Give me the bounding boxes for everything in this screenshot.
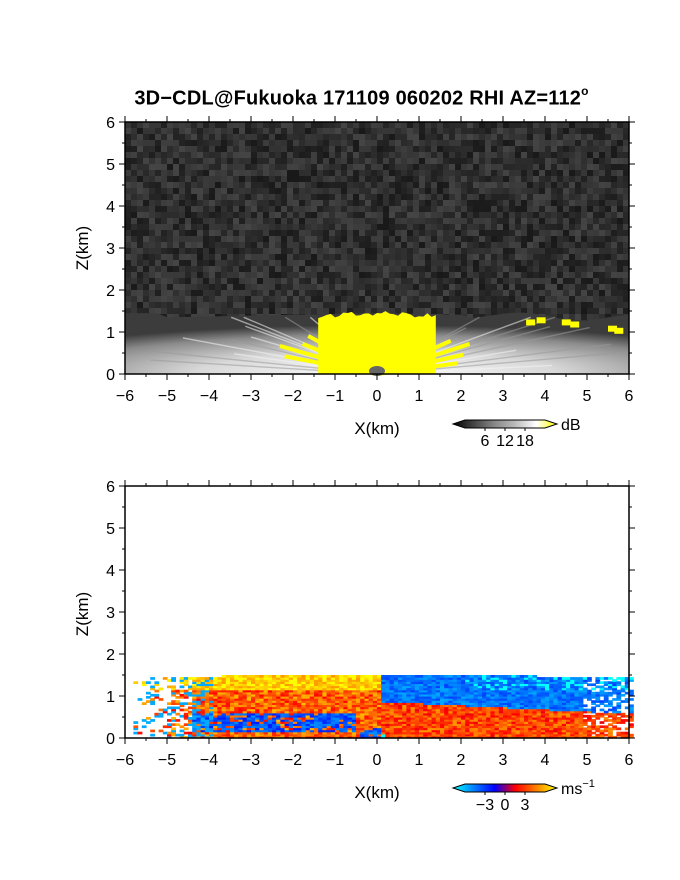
x-tick-label: 6: [625, 752, 634, 769]
x-tick-label: −2: [284, 752, 302, 769]
velocity-field: [133, 675, 634, 739]
y-tick-label: 4: [106, 563, 115, 580]
x-tick-label: −1: [326, 388, 344, 405]
y-tick-label: 5: [106, 157, 115, 174]
colorbar-unit: ms−1: [561, 778, 595, 798]
y-tick-label: 1: [106, 689, 115, 706]
chart-title: 3D−CDL@Fukuoka 171109 060202 RHI AZ=112o: [134, 84, 589, 110]
y-tick-label: 2: [106, 283, 115, 300]
velocity-ylabel: Z(km): [73, 592, 92, 636]
x-tick-label: 3: [499, 752, 508, 769]
colorbar-tick-label: 18: [516, 433, 534, 450]
power-axes: −6 −5 −4 −3 −2 −1 0 1 2 3 4 5 6 0 1 2 3 4 5 6: [106, 115, 635, 405]
colorbar-unit: dB: [561, 417, 581, 434]
colorbar-bar: [451, 783, 559, 793]
x-tick-label: 4: [541, 752, 550, 769]
power-ylabel: Z(km): [73, 226, 92, 270]
x-tick-label: −5: [158, 752, 176, 769]
x-tick-label: 2: [457, 388, 466, 405]
x-tick-label: −1: [326, 752, 344, 769]
x-tick-label: 1: [415, 752, 424, 769]
y-tick-label: 4: [106, 199, 115, 216]
colorbar-tick-label: 6: [481, 433, 490, 450]
x-tick-label: 0: [373, 388, 382, 405]
x-tick-label: −3: [242, 752, 260, 769]
x-tick-label: 0: [373, 752, 382, 769]
y-tick-label: 2: [106, 647, 115, 664]
y-tick-label: 3: [106, 241, 115, 258]
y-tick-label: 5: [106, 521, 115, 538]
y-tick-label: 0: [106, 731, 115, 748]
x-tick-label: 5: [583, 752, 592, 769]
colorbar-tick-label: −3: [476, 797, 494, 814]
y-tick-label: 1: [106, 325, 115, 342]
velocity-panel: −6 −5 −4 −3 −2 −1 0 1 2 3 4 5 6 0 1 2 3 4 5 6 X(km) Z(km) −…: [73, 479, 635, 814]
x-tick-label: 2: [457, 752, 466, 769]
velocity-colorbar: −3 0 3 ms−1: [451, 778, 595, 814]
y-tick-label: 0: [106, 367, 115, 384]
x-tick-label: −4: [200, 388, 218, 405]
x-tick-label: 1: [415, 388, 424, 405]
x-tick-label: −4: [200, 752, 218, 769]
y-tick-label: 6: [106, 115, 115, 132]
power-xlabel: X(km): [354, 419, 399, 438]
colorbar-bar: [451, 419, 559, 429]
y-tick-label: 6: [106, 479, 115, 496]
colorbar-tick-label: 0: [501, 797, 510, 814]
velocity-axes: −6 −5 −4 −3 −2 −1 0 1 2 3 4 5 6 0 1 2 3 4 5 6: [106, 479, 635, 769]
x-tick-label: 4: [541, 388, 550, 405]
power-colorbar: 6 12 18 dB: [451, 417, 581, 450]
x-tick-label: 3: [499, 388, 508, 405]
x-tick-label: −6: [116, 752, 134, 769]
x-tick-label: −5: [158, 388, 176, 405]
velocity-echo: [133, 675, 634, 739]
x-tick-label: −3: [242, 388, 260, 405]
power-field: [125, 122, 629, 376]
colorbar-tick-label: 12: [496, 433, 514, 450]
x-tick-label: 6: [625, 388, 634, 405]
y-tick-label: 3: [106, 605, 115, 622]
x-tick-label: −6: [116, 388, 134, 405]
x-tick-label: −2: [284, 388, 302, 405]
velocity-xlabel: X(km): [354, 783, 399, 802]
x-tick-label: 5: [583, 388, 592, 405]
colorbar-tick-label: 3: [521, 797, 530, 814]
